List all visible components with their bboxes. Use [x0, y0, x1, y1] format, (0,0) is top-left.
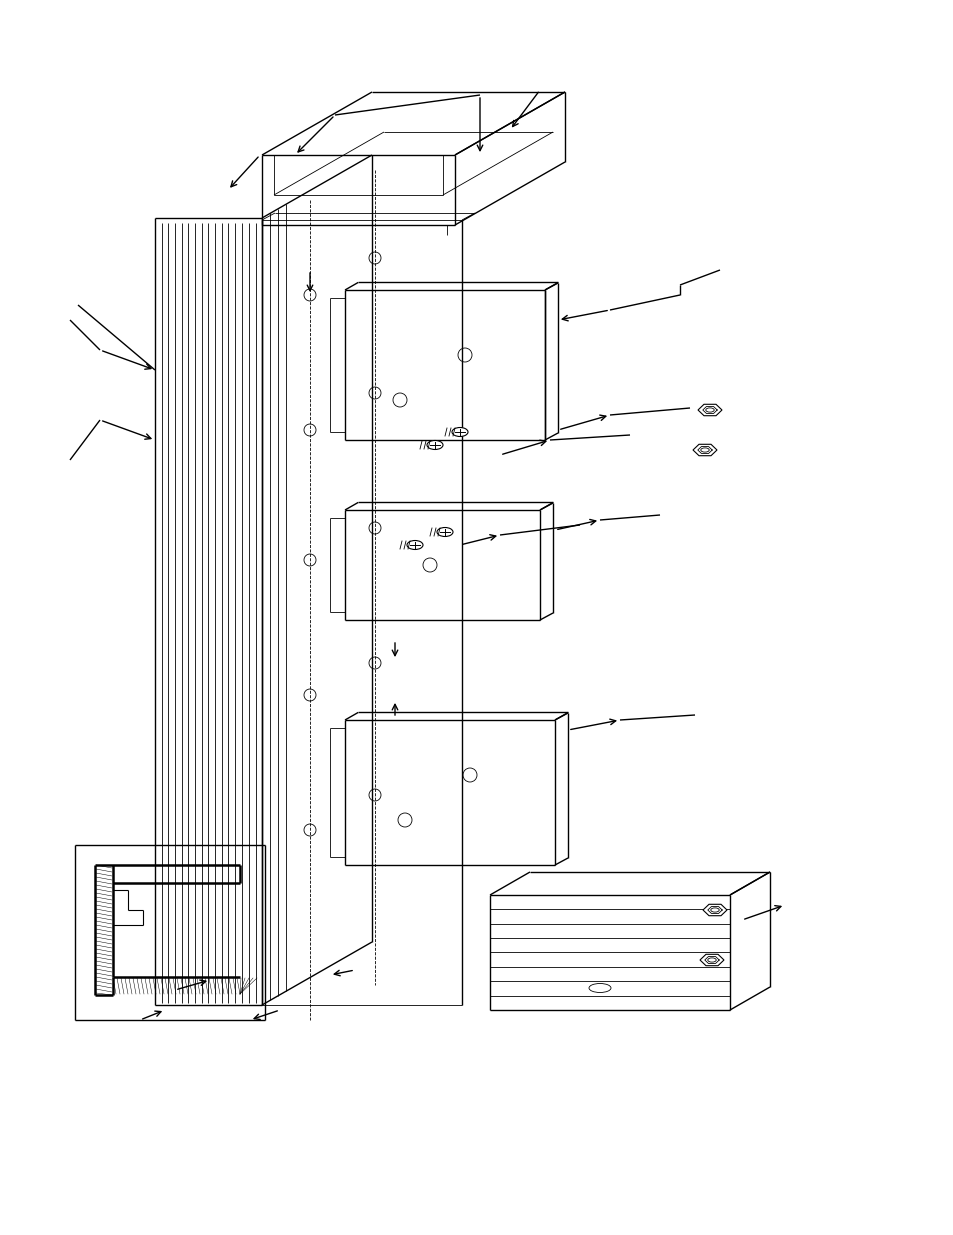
Ellipse shape [452, 427, 468, 436]
Ellipse shape [407, 541, 422, 550]
Polygon shape [692, 445, 717, 456]
Polygon shape [698, 404, 721, 416]
Ellipse shape [436, 527, 453, 536]
Polygon shape [702, 904, 726, 915]
Ellipse shape [427, 441, 442, 450]
Polygon shape [700, 955, 723, 966]
